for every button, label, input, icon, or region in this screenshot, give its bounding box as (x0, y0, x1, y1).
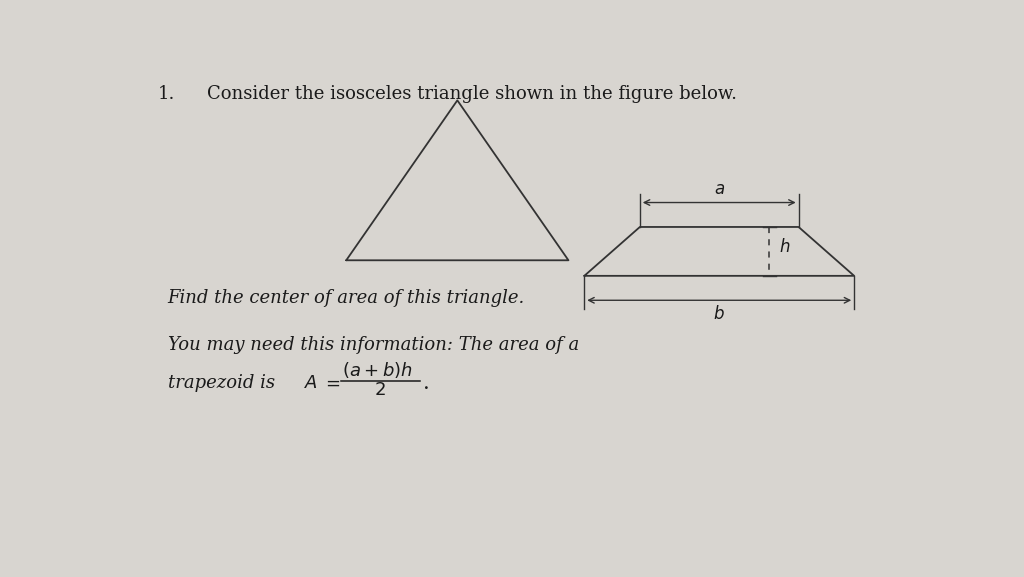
Text: Consider the isosceles triangle shown in the figure below.: Consider the isosceles triangle shown in… (207, 85, 737, 103)
Text: $a$: $a$ (714, 181, 725, 198)
Text: $h$: $h$ (779, 238, 791, 256)
Text: $=$: $=$ (323, 373, 341, 392)
Text: 1.: 1. (158, 85, 175, 103)
Text: $\mathit{(a+b)h}$: $\mathit{(a+b)h}$ (342, 360, 413, 380)
Text: $\mathit{A}$: $\mathit{A}$ (304, 373, 318, 392)
Text: $b$: $b$ (714, 305, 725, 323)
Text: .: . (423, 373, 430, 392)
Text: You may need this information: The area of a: You may need this information: The area … (168, 336, 579, 354)
Text: trapezoid is: trapezoid is (168, 373, 274, 392)
Text: Find the center of area of this triangle.: Find the center of area of this triangle… (168, 289, 525, 307)
Text: $2$: $2$ (374, 381, 386, 399)
